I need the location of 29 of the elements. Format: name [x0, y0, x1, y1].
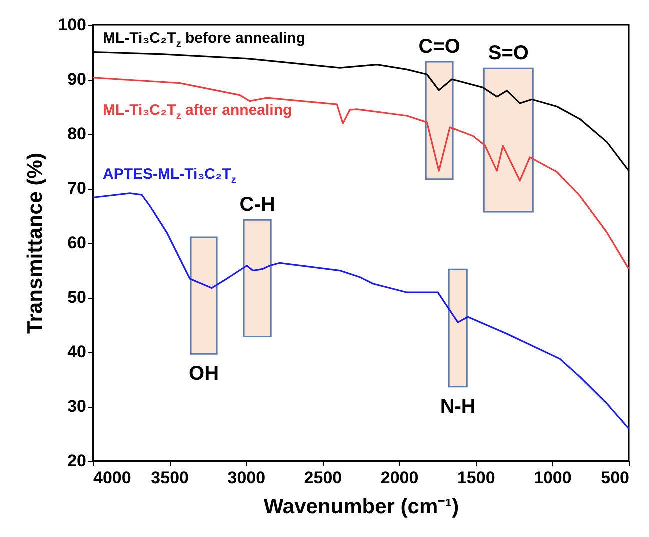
y-tick-label: 30 [68, 397, 86, 416]
line-series [92, 77, 630, 270]
band-label: C=O [418, 36, 460, 58]
band-label: C-H [240, 194, 276, 216]
series-label: APTES-ML-Ti₃C₂T$_{z}$ [103, 166, 236, 186]
x-tick-label: 2500 [304, 468, 342, 488]
x-axis-title: Wavenumber (cm⁻¹) [264, 496, 460, 518]
y-tick-label: 60 [68, 234, 86, 252]
series-label: ML-Ti₃C₂T$_{z}$ before annealing [103, 30, 306, 50]
band-label: OH [189, 363, 220, 386]
x-tick-label: 1000 [534, 468, 572, 488]
x-tick-label: 2000 [380, 468, 419, 488]
y-tick-label: 80 [68, 124, 86, 144]
y-axis-title: Transmittance (%) [24, 153, 48, 334]
band-label: N-H [440, 396, 476, 418]
x-tick-label: 500 [601, 468, 630, 488]
y-tick-label: 50 [68, 288, 86, 307]
x-tick-label: 4000 [94, 468, 132, 488]
y-tick-label: 90 [68, 70, 86, 89]
x-tick-label: 3500 [151, 468, 189, 488]
x-tick-label: 3000 [228, 468, 266, 488]
y-tick-label: 40 [68, 342, 86, 362]
series-label: ML-Ti₃C₂T$_{z}$ after annealing [103, 102, 292, 122]
y-tick-label: 20 [68, 452, 86, 470]
band-label: S=O [488, 42, 529, 65]
x-tick-label: 1500 [457, 468, 496, 488]
y-tick-label: 100 [58, 16, 86, 34]
line-series [92, 192, 630, 430]
y-tick-label: 70 [68, 179, 86, 198]
